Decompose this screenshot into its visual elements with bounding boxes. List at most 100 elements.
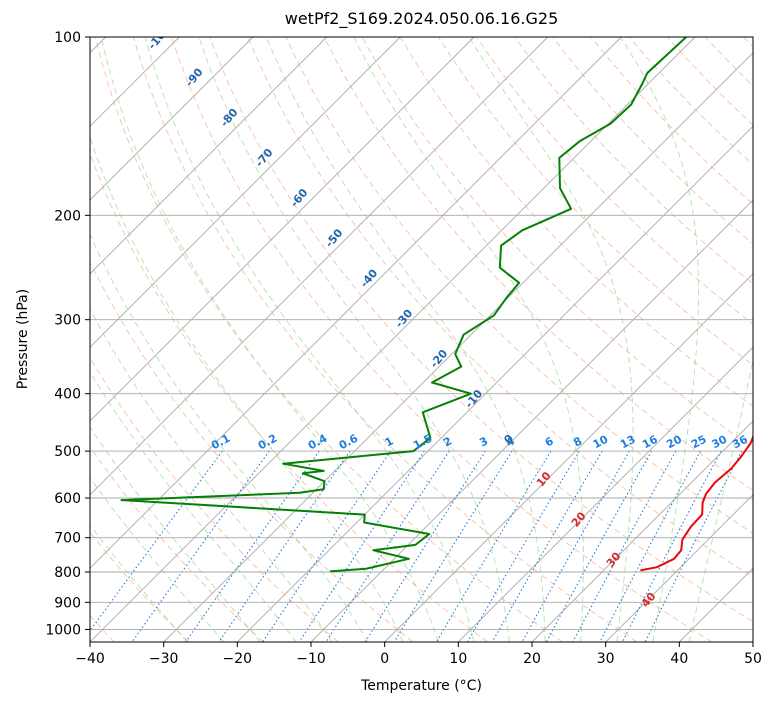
y-tick-label: 700 [54, 531, 81, 547]
dry-adiabat-label: -40 [358, 266, 381, 290]
y-tick-label: 600 [54, 491, 81, 507]
isotherm-line [163, 52, 753, 642]
mixing-ratio-line [621, 450, 722, 642]
moist-adiabat [688, 358, 753, 642]
y-tick-label: 300 [54, 313, 81, 329]
temperature-line [640, 434, 753, 572]
x-tick-label: 20 [523, 651, 541, 667]
moist-adiabat [90, 524, 188, 642]
isotherm-line [236, 125, 753, 642]
isotherm-line [605, 494, 753, 642]
dry-adiabat-label: -30 [393, 307, 416, 331]
mixing-ratio-label: 10 [591, 432, 611, 451]
moist-adiabat [90, 477, 225, 642]
dry-adiabat [171, 37, 712, 642]
dry-adiabat [476, 37, 753, 325]
moist-adiabat [90, 426, 261, 642]
mixing-ratio-line [90, 450, 223, 632]
isotherm-line [90, 37, 622, 569]
dry-adiabat-label: -70 [253, 146, 276, 170]
dry-adiabat [247, 37, 753, 578]
dry-adiabat [90, 261, 414, 642]
x-tick-label: −40 [75, 651, 105, 667]
mixing-ratio-line [325, 450, 450, 642]
dry-adiabat [514, 37, 753, 285]
y-tick-label: 500 [54, 444, 81, 460]
dry-adiabat [209, 37, 753, 623]
y-tick-label: 200 [54, 208, 81, 224]
dewpoint-line [120, 37, 687, 573]
mixing-ratio-label: 8 [571, 434, 584, 449]
x-axis-label: Temperature (°C) [361, 678, 482, 694]
mixing-ratio-line [262, 450, 392, 642]
moist-adiabat [620, 37, 700, 642]
x-tick-label: −10 [296, 651, 326, 667]
mixing-ratio-line [435, 450, 552, 642]
mixing-ratio-label: 13 [618, 433, 638, 452]
mixing-ratio-label: 20 [664, 432, 684, 451]
mixing-ratio-label: 36 [730, 433, 750, 452]
moist-adiabat [353, 37, 584, 642]
isotherm-line [90, 37, 401, 348]
dry-adiabats [90, 37, 753, 642]
mixing-ratio-line [491, 450, 603, 642]
x-axis-ticks: −40 −30 −20 −10 0 10 20 30 40 50 [75, 642, 762, 667]
dry-adiabat-label: 20 [569, 509, 589, 529]
moist-adiabat [90, 135, 404, 642]
dry-adiabat-label: -50 [323, 226, 346, 250]
dry-adiabat [94, 37, 563, 642]
moist-adiabat [144, 37, 475, 642]
dry-adiabat [90, 152, 488, 642]
chart-title: wetPf2_S169.2024.050.06.16.G25 [284, 9, 559, 28]
dry-adiabat [285, 37, 753, 535]
x-tick-label: −30 [149, 651, 179, 667]
isotherm-line [90, 37, 328, 275]
isotherm-grid [90, 37, 753, 642]
isotherm-line [531, 420, 753, 642]
mixing-ratio-line [298, 450, 425, 642]
isotherm-line [752, 641, 753, 642]
isotherm-line [90, 37, 475, 422]
mixing-ratio-label: 25 [689, 433, 709, 452]
x-tick-label: 50 [744, 651, 762, 667]
mixing-ratio-line [599, 450, 701, 642]
y-axis-label: Pressure (hPa) [15, 288, 31, 390]
mixing-ratio-label: 16 [640, 433, 660, 452]
moist-adiabat [90, 233, 369, 642]
moist-adiabat [90, 308, 333, 642]
isotherm-line [384, 273, 753, 642]
x-tick-label: 30 [597, 651, 615, 667]
mixing-ratio-line [644, 450, 743, 642]
plot-frame [89, 36, 754, 643]
y-tick-label: 900 [54, 595, 81, 611]
x-tick-label: 40 [670, 651, 688, 667]
dry-adiabat [438, 37, 753, 366]
moist-adiabats [90, 37, 753, 642]
mixing-ratio-label: 0.4 [306, 432, 330, 453]
isotherm-line [457, 346, 753, 642]
pressure-grid [90, 37, 753, 630]
mixing-ratio-line [572, 450, 677, 642]
mixing-ratio-line [393, 450, 513, 642]
mixing-ratio-label: 1.5 [411, 432, 434, 453]
mixing-ratio-label: 6 [543, 434, 556, 449]
sounding-series [120, 37, 753, 573]
dry-adiabat-label: -60 [288, 186, 311, 210]
y-tick-label: 800 [54, 565, 81, 581]
mixing-ratio-lines [90, 450, 743, 642]
mixing-ratio-label: 1 [383, 434, 396, 449]
mixing-ratio-label: 0.1 [209, 432, 232, 453]
dry-adiabat-label: -10 [463, 387, 486, 411]
isotherm-line [90, 37, 549, 496]
dry-adiabat-label: -90 [183, 65, 206, 89]
x-tick-label: 0 [380, 651, 389, 667]
dry-adiabat [132, 37, 638, 642]
x-tick-label: 10 [449, 651, 467, 667]
y-tick-label: 400 [54, 387, 81, 403]
isotherm-line [90, 37, 254, 201]
y-axis-ticks: 100 200 300 400 500 600 700 800 900 1000 [45, 30, 90, 638]
isotherm-line [90, 37, 696, 642]
mixing-ratio-line [185, 450, 320, 642]
x-tick-label: −20 [223, 651, 253, 667]
